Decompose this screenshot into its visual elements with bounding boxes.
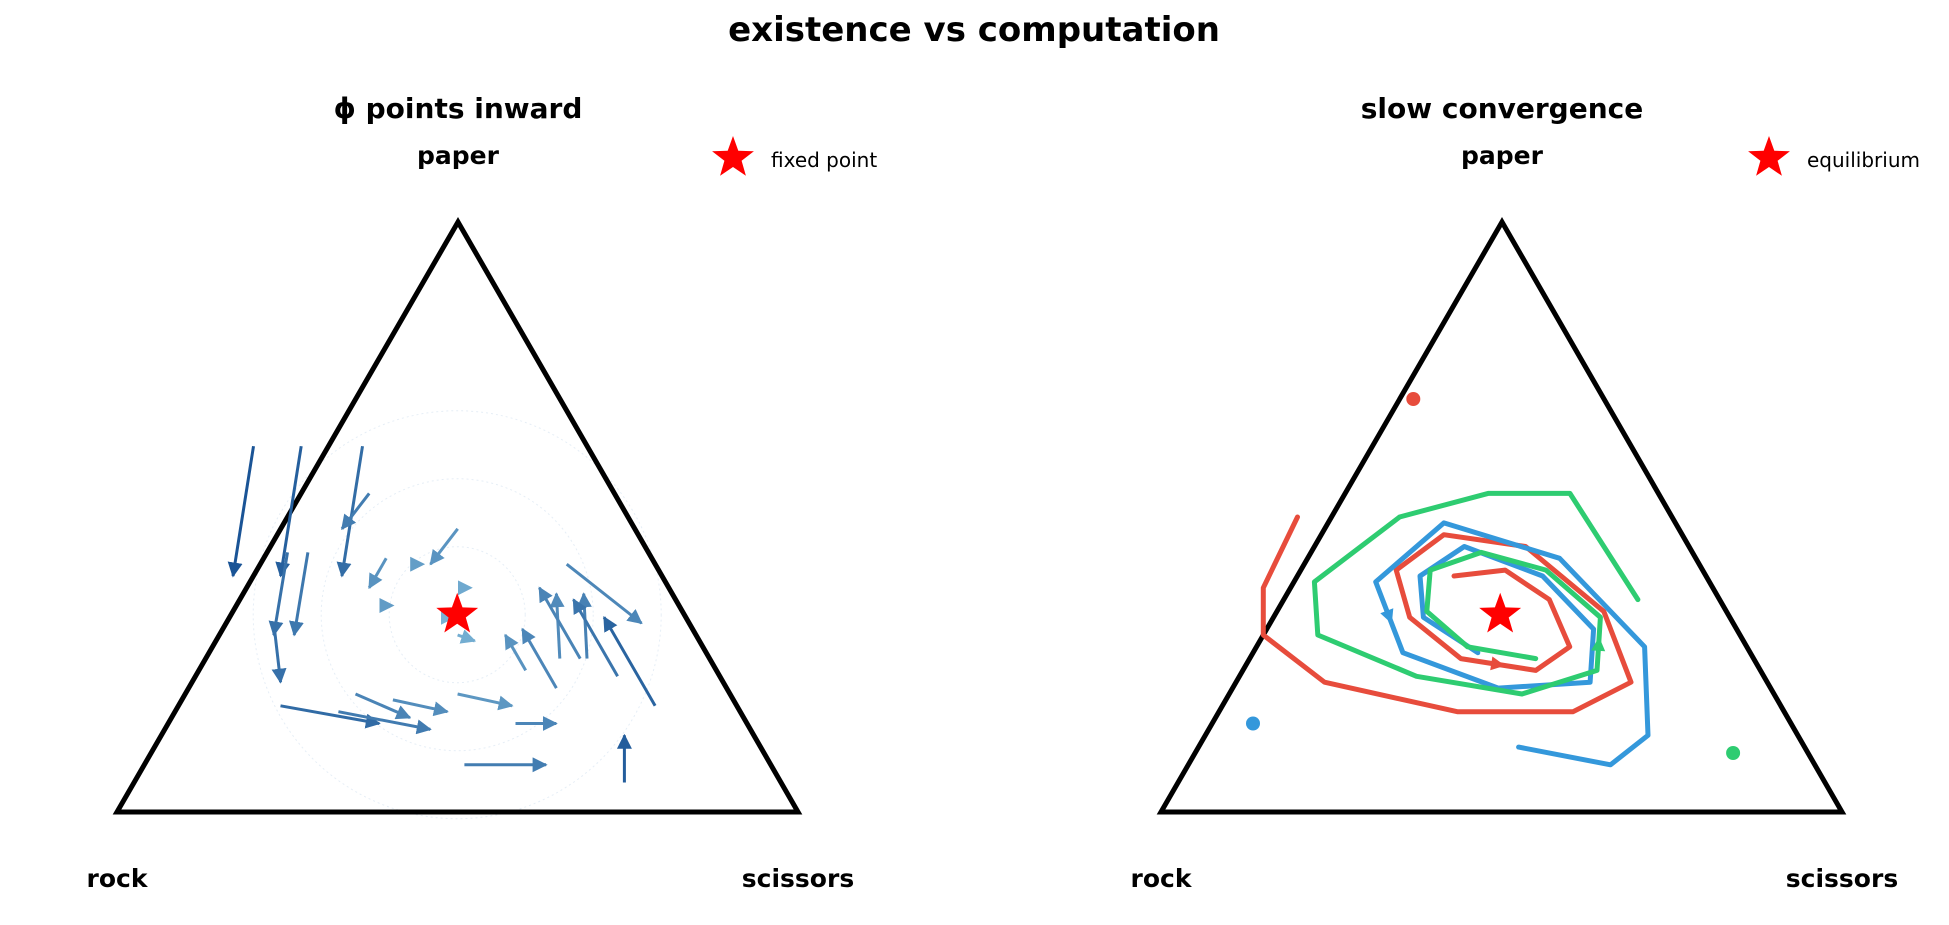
trajectories: [1246, 392, 1741, 768]
simplex-triangle: [1156, 216, 1847, 815]
legend: equilibrium: [1748, 136, 1920, 176]
guide-circle-2: [320, 478, 594, 752]
vertex-label-scissors: scissors: [742, 864, 854, 893]
panel-slow-convergence: slow convergence paper rock scissors equ…: [1131, 92, 1920, 893]
trajectory-line: [1311, 490, 1641, 697]
vector-arrow: [429, 527, 459, 566]
panel-2-title: slow convergence: [1361, 92, 1644, 125]
vector-arrow: [572, 598, 619, 678]
vector-arrow: [521, 627, 558, 689]
vector-arrow: [367, 557, 388, 590]
guide-circle-1: [388, 546, 526, 684]
vector-arrow: [280, 704, 381, 729]
vector-arrow: [338, 710, 432, 735]
trajectory-arrowhead: [1490, 656, 1506, 671]
vector-arrow: [565, 563, 643, 625]
vector-arrow: [289, 552, 310, 637]
panel-phi-inward: ϕ points inward paper rock scissors fixe…: [87, 92, 878, 893]
vector-arrow: [227, 445, 255, 578]
vector-arrow: [538, 586, 582, 660]
trajectory-arrowhead: [1591, 636, 1606, 652]
vector-arrow: [336, 445, 364, 578]
vertex-label-rock: rock: [87, 864, 149, 893]
trajectory-start-point: [1726, 746, 1741, 760]
equilibrium-star: [1479, 592, 1522, 633]
trajectory-line: [1260, 514, 1634, 715]
legend-label: equilibrium: [1807, 148, 1920, 172]
legend-label: fixed point: [771, 148, 877, 172]
vector-arrow: [457, 629, 477, 644]
vector-arrow: [549, 592, 565, 659]
vector-arrow: [392, 698, 449, 717]
legend-star-icon: [1748, 136, 1790, 176]
legend-star-icon: [712, 136, 754, 176]
vertex-label-paper: paper: [417, 141, 500, 170]
legend: fixed point: [712, 136, 877, 176]
vector-arrow: [268, 552, 289, 637]
trajectory-start-point: [1406, 392, 1421, 406]
simplex-triangle: [112, 216, 803, 815]
vector-arrow: [271, 623, 287, 684]
guide-circle-3: [252, 410, 662, 820]
panel-1-title: ϕ points inward: [334, 92, 583, 125]
vector-arrow: [602, 616, 657, 707]
vector-arrow: [354, 692, 412, 720]
vertex-label-rock: rock: [1131, 864, 1193, 893]
fixed-point-star: [436, 592, 479, 633]
trajectory-arrowhead: [1380, 608, 1394, 624]
vector-arrow: [340, 492, 371, 530]
vector-arrow: [576, 592, 592, 659]
trajectory-start-point: [1246, 716, 1260, 731]
vector-arrow: [275, 445, 303, 578]
vertex-label-paper: paper: [1461, 141, 1544, 170]
vector-field: [227, 445, 657, 783]
trajectory-line: [1373, 520, 1651, 768]
vector-arrow: [504, 633, 527, 672]
vector-arrow: [457, 692, 514, 711]
figure-title: existence vs computation: [728, 10, 1220, 50]
vertex-label-scissors: scissors: [1786, 864, 1898, 893]
guide-circles: [252, 410, 662, 820]
